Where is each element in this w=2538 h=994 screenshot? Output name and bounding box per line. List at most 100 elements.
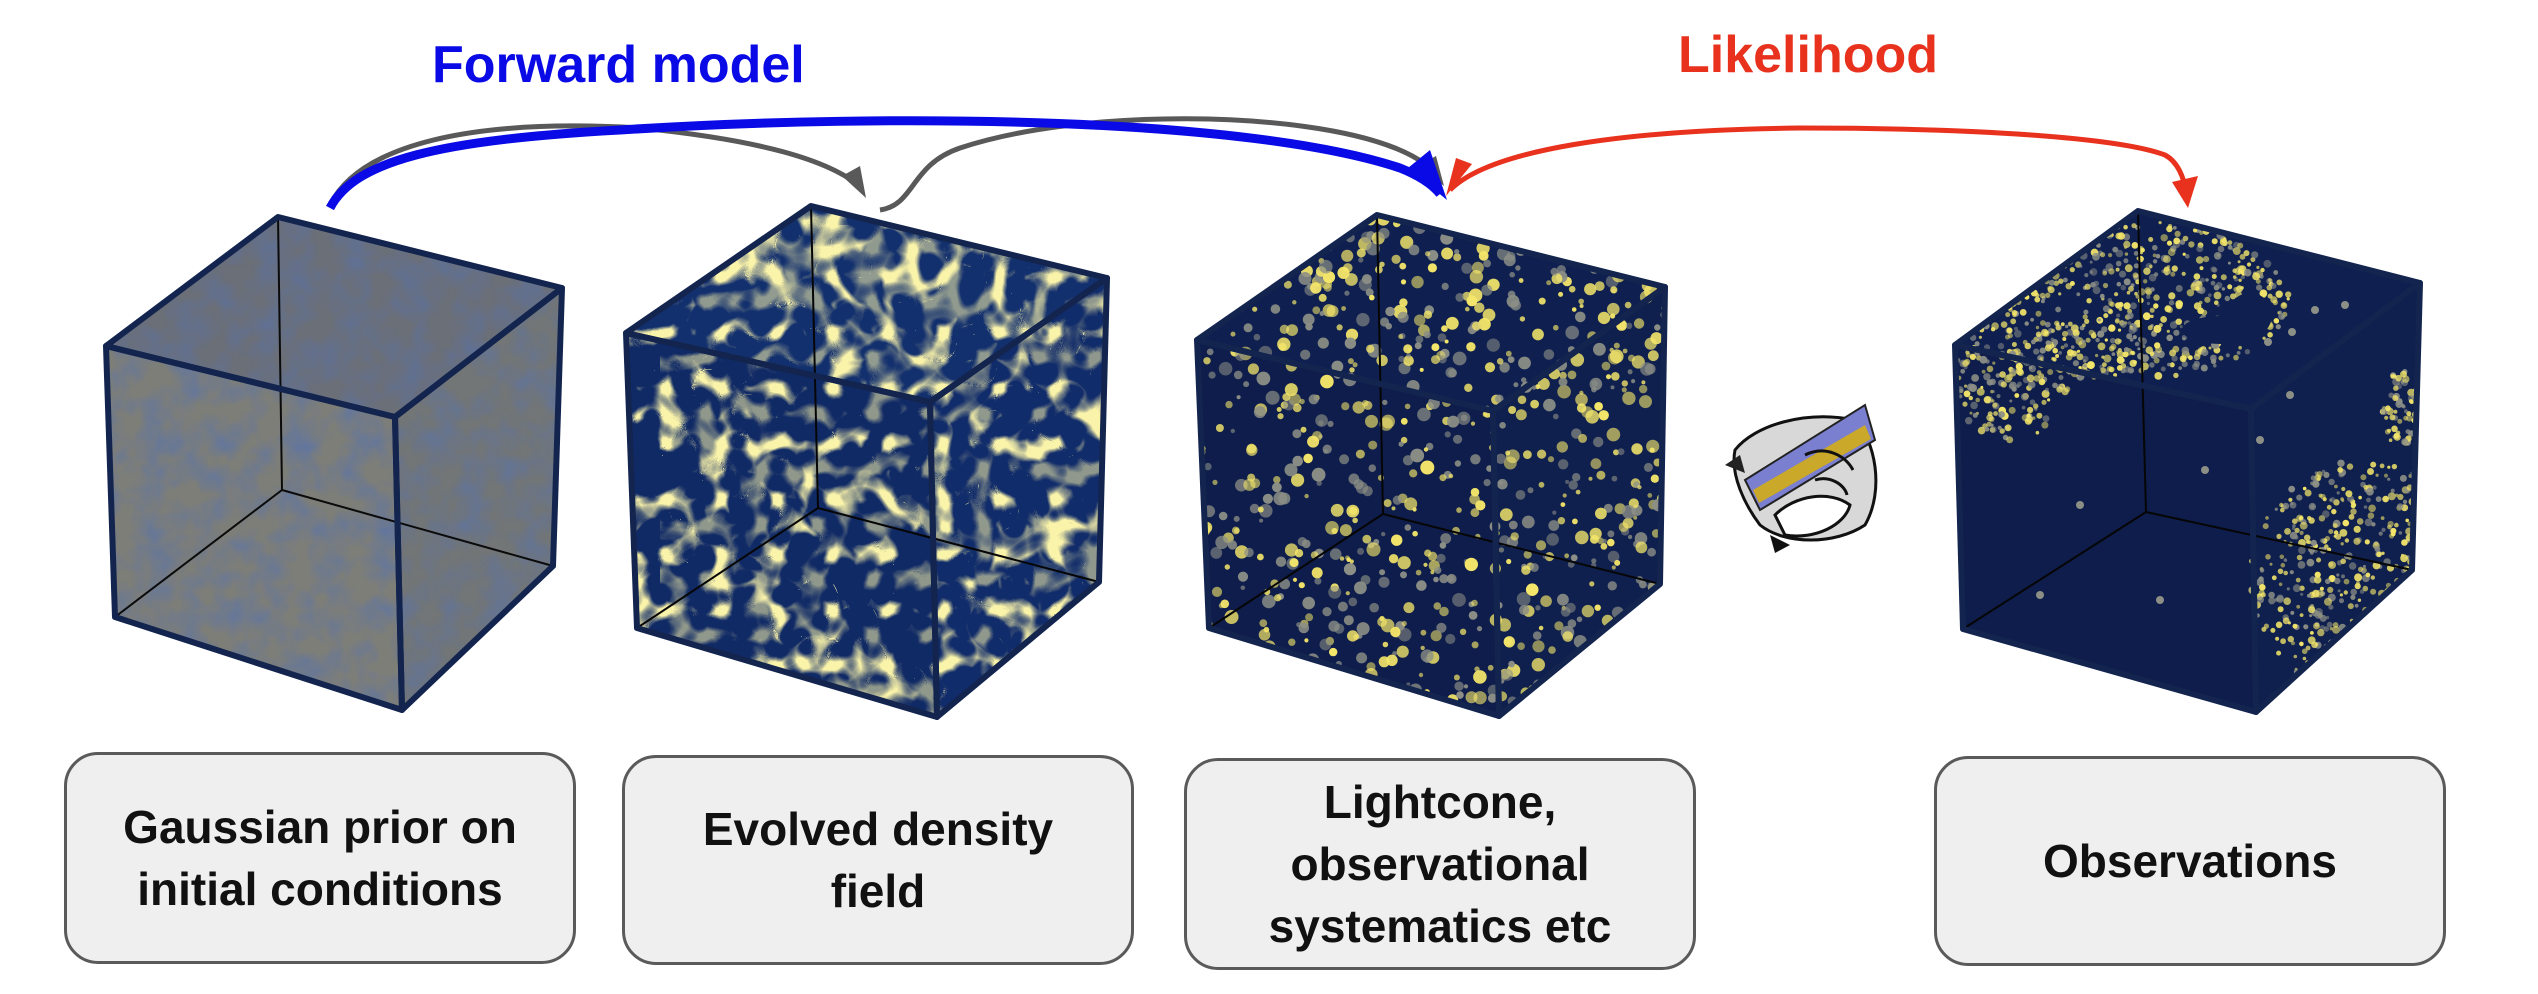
- galaxy-point: [1508, 660, 1515, 668]
- galaxy-point: [1366, 241, 1380, 256]
- galaxy-point: [2424, 671, 2429, 676]
- galaxy-point: [2345, 490, 2353, 498]
- galaxy-point: [1548, 682, 1557, 692]
- galaxy-point: [2221, 287, 2226, 291]
- galaxy-point: [2375, 496, 2382, 502]
- galaxy-point: [1604, 239, 1617, 252]
- galaxy-point: [1565, 602, 1576, 613]
- galaxy-point: [1476, 215, 1489, 223]
- galaxy-point: [2089, 260, 2093, 264]
- galaxy-point: [1356, 248, 1366, 258]
- galaxy-point: [1499, 362, 1510, 373]
- galaxy-point: [2194, 356, 2199, 360]
- galaxy-point: [2199, 266, 2204, 271]
- galaxy-point: [2155, 346, 2163, 353]
- galaxy-point: [1244, 547, 1254, 558]
- galaxy-point: [2238, 278, 2242, 282]
- galaxy-point: [1276, 407, 1282, 412]
- galaxy-point: [2133, 263, 2139, 269]
- galaxy-point: [1322, 271, 1336, 284]
- galaxy-point: [1201, 687, 1214, 701]
- galaxy-point: [2295, 577, 2301, 583]
- galaxy-point: [1240, 585, 1246, 591]
- galaxy-point: [1623, 630, 1631, 638]
- galaxy-point: [2370, 588, 2377, 595]
- galaxy-point: [1375, 690, 1380, 695]
- galaxy-point: [1496, 358, 1504, 365]
- galaxy-point: [2280, 302, 2288, 309]
- galaxy-point: [2220, 274, 2227, 281]
- galaxy-point: [1989, 426, 1997, 433]
- galaxy-point: [1436, 622, 1447, 633]
- galaxy-point: [1483, 479, 1491, 487]
- galaxy-point: [1961, 292, 1965, 296]
- galaxy-point: [2082, 314, 2088, 320]
- galaxy-point: [1326, 305, 1339, 318]
- galaxy-point: [2460, 591, 2466, 597]
- galaxy-point: [2387, 493, 2391, 497]
- galaxy-point: [2200, 364, 2208, 372]
- galaxy-point: [1603, 503, 1613, 513]
- galaxy-point: [2115, 260, 2122, 267]
- galaxy-point: [2355, 581, 2360, 586]
- galaxy-point: [2287, 621, 2291, 625]
- galaxy-point: [2313, 622, 2320, 630]
- galaxy-point: [2401, 539, 2408, 546]
- galaxy-point: [2373, 628, 2382, 636]
- galaxy-point: [2045, 340, 2052, 346]
- galaxy-point: [1265, 390, 1280, 405]
- galaxy-point: [1357, 547, 1365, 555]
- galaxy-point: [2079, 264, 2083, 268]
- galaxy-point: [2315, 642, 2319, 646]
- galaxy-point: [1382, 399, 1388, 406]
- galaxy-point: [2237, 260, 2241, 264]
- galaxy-point: [2008, 281, 2016, 290]
- galaxy-point: [2055, 354, 2060, 358]
- galaxy-point: [1523, 450, 1532, 459]
- galaxy-point: [2449, 580, 2453, 584]
- galaxy-point: [1262, 218, 1274, 229]
- galaxy-point: [1369, 602, 1379, 613]
- galaxy-point: [1315, 414, 1328, 427]
- galaxy-point: [2024, 321, 2029, 326]
- galaxy-point: [1576, 616, 1583, 623]
- galaxy-point: [1414, 342, 1422, 350]
- galaxy-point: [2367, 631, 2374, 637]
- galaxy-point: [1637, 622, 1647, 632]
- galaxy-point: [1218, 361, 1233, 376]
- galaxy-point: [2020, 393, 2029, 401]
- galaxy-point: [2441, 546, 2449, 554]
- galaxy-point: [1558, 459, 1569, 470]
- galaxy-point: [1427, 263, 1437, 273]
- galaxy-point: [1439, 574, 1449, 584]
- galaxy-point: [1283, 399, 1295, 411]
- galaxy-point: [1562, 493, 1567, 498]
- galaxy-point: [1617, 448, 1625, 456]
- galaxy-point: [2055, 324, 2062, 331]
- galaxy-point: [2227, 284, 2233, 290]
- galaxy-point: [1546, 533, 1559, 546]
- galaxy-point: [1967, 308, 1975, 315]
- galaxy-point: [1611, 372, 1620, 381]
- galaxy-point: [2169, 321, 2178, 329]
- galaxy-point: [2089, 270, 2093, 274]
- galaxy-point: [2302, 656, 2307, 661]
- galaxy-point: [1325, 227, 1337, 238]
- galaxy-point: [2460, 612, 2464, 616]
- galaxy-point: [2341, 486, 2346, 492]
- galaxy-point: [2047, 249, 2055, 257]
- galaxy-point: [1203, 357, 1211, 365]
- galaxy-point: [1531, 658, 1546, 672]
- galaxy-point: [2017, 381, 2022, 387]
- galaxy-point: [2123, 245, 2128, 249]
- galaxy-point: [2168, 300, 2175, 306]
- galaxy-point: [1391, 506, 1396, 511]
- galaxy-point: [2164, 305, 2172, 313]
- galaxy-point: [2103, 354, 2112, 363]
- galaxy-point: [2274, 597, 2279, 602]
- galaxy-point: [2004, 424, 2012, 432]
- galaxy-point: [1484, 362, 1496, 373]
- galaxy-point: [2203, 256, 2210, 263]
- galaxy-point: [1646, 689, 1657, 700]
